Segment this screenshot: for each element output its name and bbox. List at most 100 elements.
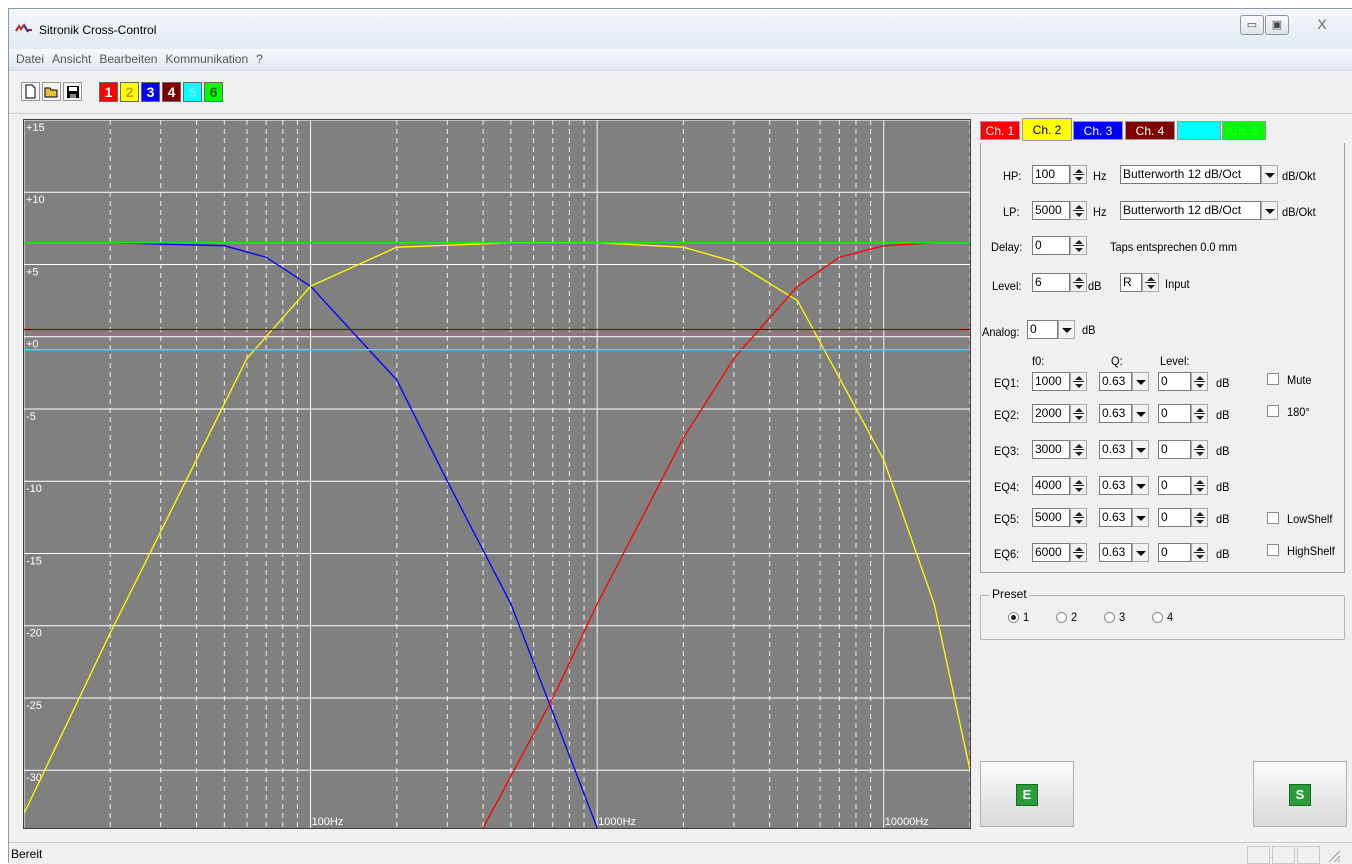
status-pane-1	[1247, 846, 1270, 864]
preset-4-radio[interactable]	[1152, 612, 1163, 623]
lp-filter-dropdown-icon[interactable]	[1261, 201, 1278, 220]
analog-dropdown-icon[interactable]	[1058, 320, 1075, 339]
channel-1-button[interactable]: 1	[99, 82, 118, 102]
eq2-f0-spinner[interactable]	[1070, 404, 1087, 423]
s-button[interactable]: S	[1253, 761, 1347, 827]
eq2-f0-input[interactable]: 2000	[1032, 404, 1070, 423]
hp-frequency-spinner[interactable]	[1070, 165, 1087, 184]
menu-bar: Datei Ansicht Bearbeiten Kommunikation?	[9, 49, 1352, 71]
status-pane-2	[1272, 846, 1295, 864]
eq-header-f0: f0:	[1032, 354, 1045, 368]
menu-datei[interactable]: Datei	[16, 52, 45, 66]
level-spinner[interactable]	[1070, 273, 1087, 292]
tab-ch3[interactable]: Ch. 3	[1073, 121, 1123, 140]
eq4-f0-input[interactable]: 4000	[1032, 476, 1070, 495]
eq5-q-select[interactable]: 0.63	[1099, 508, 1132, 527]
eq1-level-spinner[interactable]	[1191, 372, 1208, 391]
open-folder-icon[interactable]	[42, 82, 61, 101]
eq6-level-spinner[interactable]	[1191, 543, 1208, 562]
tab-ch2[interactable]: Ch. 2	[1022, 118, 1072, 141]
eq3-f0-input[interactable]: 3000	[1032, 440, 1070, 459]
highshelf-checkbox[interactable]	[1267, 544, 1279, 556]
y-tick-label: +5	[26, 266, 39, 278]
eq2-level-input[interactable]: 0	[1158, 404, 1191, 423]
preset-1-radio[interactable]	[1008, 612, 1019, 623]
eq4-level-input[interactable]: 0	[1158, 476, 1191, 495]
menu-bearbeiten[interactable]: Bearbeiten	[99, 52, 158, 66]
tab-ch5[interactable]: Ch. 5	[1177, 121, 1221, 140]
input-select-field[interactable]: R	[1120, 273, 1142, 292]
tab-ch4[interactable]: Ch. 4	[1125, 121, 1175, 140]
channel-6-button[interactable]: 6	[204, 82, 223, 102]
eq3-level-input[interactable]: 0	[1158, 440, 1191, 459]
hp-filter-select[interactable]: Butterworth 12 dB/Oct	[1120, 165, 1261, 184]
menu-kommunikation[interactable]: Kommunikation	[165, 52, 249, 66]
phase-180-checkbox[interactable]	[1267, 405, 1279, 417]
mute-checkbox[interactable]	[1267, 373, 1279, 385]
eq2-level-spinner[interactable]	[1191, 404, 1208, 423]
main-window: Sitronik Cross-Control ▭ ▣ X Datei Ansich…	[8, 8, 1352, 864]
title-bar[interactable]: Sitronik Cross-Control ▭ ▣ X	[9, 9, 1352, 49]
analog-select[interactable]: 0	[1027, 320, 1058, 339]
save-disk-icon[interactable]	[63, 82, 82, 101]
eq4-level-spinner[interactable]	[1191, 476, 1208, 495]
minimize-button[interactable]: ▭	[1240, 15, 1264, 35]
tab-ch6[interactable]: Ch. 6	[1222, 121, 1266, 140]
tab-ch1[interactable]: Ch. 1	[980, 121, 1020, 140]
channel-4-button[interactable]: 4	[162, 82, 181, 102]
menu-ansicht[interactable]: Ansicht	[52, 52, 92, 66]
eq6-f0-input[interactable]: 6000	[1032, 543, 1070, 562]
channel-2-button[interactable]: 2	[120, 82, 139, 102]
eq3-level-spinner[interactable]	[1191, 440, 1208, 459]
eq4-q-dropdown-icon[interactable]	[1132, 476, 1149, 495]
eq5-level-spinner[interactable]	[1191, 508, 1208, 527]
eq6-q-select[interactable]: 0.63	[1099, 543, 1132, 562]
channel-1-label: 1	[104, 84, 113, 100]
eq3-q-select[interactable]: 0.63	[1099, 440, 1132, 459]
eq1-level-input[interactable]: 0	[1158, 372, 1191, 391]
eq6-q-dropdown-icon[interactable]	[1132, 543, 1149, 562]
preset-group	[980, 595, 1345, 640]
eq1-f0-input[interactable]: 1000	[1032, 372, 1070, 391]
eq6-f0-spinner[interactable]	[1070, 543, 1087, 562]
eq1-q-select[interactable]: 0.63	[1099, 372, 1132, 391]
channel-5-button[interactable]: 5	[183, 82, 202, 102]
eq5-f0-input[interactable]: 5000	[1032, 508, 1070, 527]
level-input[interactable]: 6	[1032, 273, 1070, 292]
hp-filter-dropdown-icon[interactable]	[1261, 165, 1278, 184]
lp-dbokt-label: dB/Okt	[1282, 205, 1316, 219]
lowshelf-checkbox[interactable]	[1267, 512, 1279, 524]
eq1-f0-spinner[interactable]	[1070, 372, 1087, 391]
eq1-q-dropdown-icon[interactable]	[1132, 372, 1149, 391]
eq6-level-input[interactable]: 0	[1158, 543, 1191, 562]
y-tick-label: -30	[26, 772, 42, 784]
delay-spinner[interactable]	[1070, 236, 1087, 255]
lp-frequency-spinner[interactable]	[1070, 201, 1087, 220]
y-tick-label: -25	[26, 700, 42, 712]
eq5-q-dropdown-icon[interactable]	[1132, 508, 1149, 527]
close-button[interactable]: X	[1317, 16, 1327, 32]
channel-3-button[interactable]: 3	[141, 82, 160, 102]
input-select-spinner[interactable]	[1142, 273, 1159, 292]
new-file-icon[interactable]	[21, 82, 40, 101]
resize-grip-icon[interactable]	[1327, 849, 1341, 863]
frequency-response-chart[interactable]: +15 +10 +5 +0 -5 -10 -15 -20 -25 -30 100Hz 1000Hz 10…	[23, 119, 971, 829]
eq4-f0-spinner[interactable]	[1070, 476, 1087, 495]
preset-3-radio[interactable]	[1104, 612, 1115, 623]
eq3-q-dropdown-icon[interactable]	[1132, 440, 1149, 459]
eq5-level-input[interactable]: 0	[1158, 508, 1191, 527]
lp-frequency-input[interactable]: 5000	[1032, 201, 1070, 220]
hp-frequency-input[interactable]: 100	[1032, 165, 1070, 184]
menu-help[interactable]: ?	[256, 52, 263, 66]
delay-input[interactable]: 0	[1032, 236, 1070, 255]
eq2-q-select[interactable]: 0.63	[1099, 404, 1132, 423]
eq3-f0-spinner[interactable]	[1070, 440, 1087, 459]
eq5-f0-spinner[interactable]	[1070, 508, 1087, 527]
preset-2-radio[interactable]	[1056, 612, 1067, 623]
eq2-q-dropdown-icon[interactable]	[1132, 404, 1149, 423]
eq4-q-select[interactable]: 0.63	[1099, 476, 1132, 495]
lowshelf-label: LowShelf	[1287, 512, 1333, 526]
e-button[interactable]: E	[980, 761, 1074, 827]
lp-filter-select[interactable]: Butterworth 12 dB/Oct	[1120, 201, 1261, 220]
maximize-button[interactable]: ▣	[1265, 15, 1289, 35]
